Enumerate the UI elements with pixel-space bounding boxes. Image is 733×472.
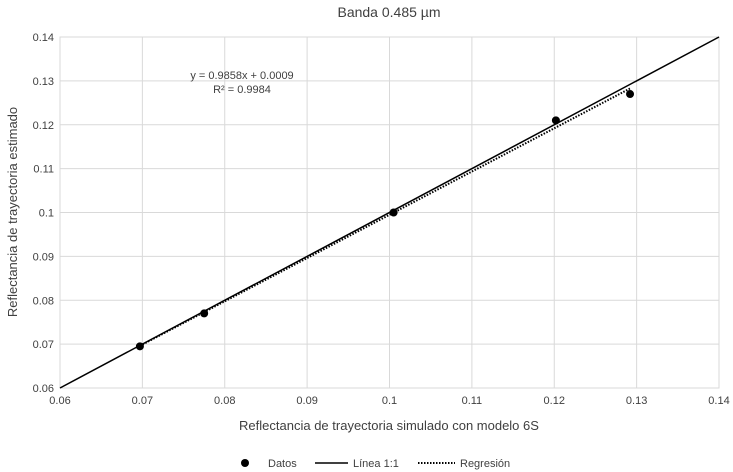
x-tick-label: 0.07 (132, 395, 153, 407)
series-layer (59, 36, 720, 389)
y-axis-label: Reflectancia de trayectoria estimado (5, 107, 20, 317)
x-tick-label: 0.14 (708, 395, 729, 407)
legend-marker-datos (241, 459, 249, 467)
y-tick-label: 0.1 (39, 208, 54, 220)
chart-title: Banda 0.485 µm (337, 4, 440, 20)
legend-label-linea: Línea 1:1 (353, 458, 399, 470)
data-point (626, 90, 635, 99)
x-axis-label: Reflectancia de trayectoria simulado con… (239, 418, 539, 433)
regression-line (139, 87, 631, 347)
x-tick-label: 0.11 (462, 395, 483, 407)
y-tick-label: 0.08 (33, 295, 54, 307)
y-axis-ticks: 0.06 0.07 0.08 0.09 0.1 0.11 0.12 0.13 0.14 (33, 32, 54, 395)
y-tick-label: 0.13 (33, 76, 54, 88)
data-point (200, 309, 209, 318)
y-tick-label: 0.11 (33, 164, 54, 176)
y-tick-label: 0.07 (33, 339, 54, 351)
legend-label-regresion: Regresión (460, 458, 510, 470)
r-squared-label: R² = 0.9984 (213, 84, 271, 96)
legend-label-datos: Datos (268, 458, 297, 470)
x-axis-ticks: 0.06 0.07 0.08 0.09 0.1 0.11 0.12 0.13 0.14 (49, 395, 729, 407)
x-tick-label: 0.09 (296, 395, 317, 407)
data-point (551, 116, 560, 125)
x-tick-label: 0.1 (382, 395, 397, 407)
x-tick-label: 0.13 (626, 395, 647, 407)
legend: Datos Línea 1:1 Regresión (241, 458, 510, 470)
y-tick-label: 0.12 (33, 120, 54, 132)
data-point (135, 342, 144, 351)
plot-area (59, 36, 720, 389)
x-tick-label: 0.12 (544, 395, 565, 407)
y-tick-label: 0.06 (33, 383, 54, 395)
y-tick-label: 0.14 (33, 32, 54, 44)
x-tick-label: 0.06 (49, 395, 70, 407)
y-tick-label: 0.09 (33, 251, 54, 263)
data-point (389, 208, 398, 217)
x-tick-label: 0.08 (214, 395, 235, 407)
regression-equation: y = 0.9858x + 0.0009 (190, 70, 293, 82)
